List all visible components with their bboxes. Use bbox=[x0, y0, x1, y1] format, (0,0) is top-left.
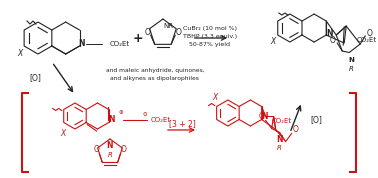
Text: N: N bbox=[348, 56, 354, 62]
Text: +: + bbox=[133, 32, 143, 44]
Text: and alkynes as dipolarophiles: and alkynes as dipolarophiles bbox=[110, 75, 199, 80]
Text: N: N bbox=[262, 112, 268, 121]
Text: ⊕: ⊕ bbox=[118, 110, 123, 115]
Text: [3 + 2]: [3 + 2] bbox=[169, 119, 195, 129]
Text: N: N bbox=[78, 38, 85, 48]
Text: N: N bbox=[276, 135, 283, 144]
Text: O: O bbox=[293, 125, 299, 134]
Text: [O]: [O] bbox=[310, 116, 322, 124]
Text: CO₂Et: CO₂Et bbox=[271, 119, 292, 124]
Text: CO₂Et: CO₂Et bbox=[356, 37, 376, 43]
Text: N: N bbox=[107, 142, 113, 150]
Text: [O]: [O] bbox=[29, 74, 41, 83]
Text: X: X bbox=[212, 93, 217, 103]
Text: and maleic anhydride, quinones,: and maleic anhydride, quinones, bbox=[105, 67, 204, 72]
Text: CO₂Et: CO₂Et bbox=[110, 41, 130, 47]
Text: O: O bbox=[175, 28, 181, 37]
Text: N: N bbox=[108, 115, 115, 124]
Text: ⊖: ⊖ bbox=[143, 112, 147, 117]
Text: NR: NR bbox=[163, 23, 173, 29]
Text: R: R bbox=[349, 66, 354, 72]
Text: X: X bbox=[270, 36, 276, 46]
Text: CO₂Et: CO₂Et bbox=[151, 117, 171, 124]
Text: O: O bbox=[145, 28, 151, 37]
Text: O: O bbox=[121, 145, 127, 154]
Text: O: O bbox=[329, 36, 335, 44]
Text: O: O bbox=[259, 112, 265, 121]
Text: N: N bbox=[326, 28, 333, 38]
Text: TBHP (3.3 equiv.): TBHP (3.3 equiv.) bbox=[183, 33, 237, 38]
Text: X: X bbox=[60, 129, 66, 138]
Text: O: O bbox=[93, 145, 99, 154]
Text: O: O bbox=[366, 28, 372, 38]
Text: R: R bbox=[277, 145, 282, 151]
Text: R: R bbox=[107, 152, 112, 158]
Text: 50-87% yield: 50-87% yield bbox=[189, 41, 231, 46]
Text: CuBr₂ (10 mol %): CuBr₂ (10 mol %) bbox=[183, 25, 237, 30]
Text: X: X bbox=[17, 49, 23, 57]
